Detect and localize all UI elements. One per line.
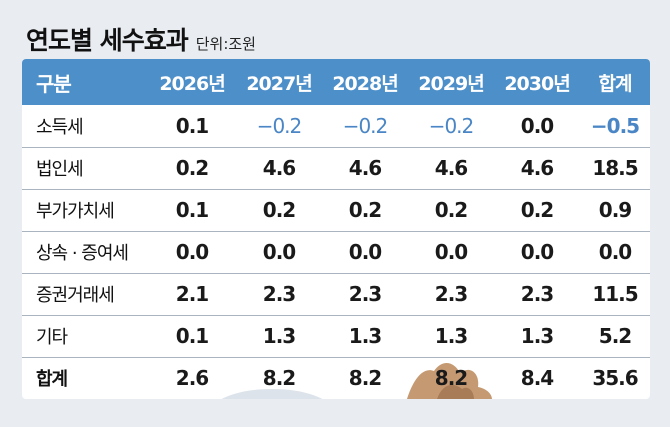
- cell-value: −0.2: [428, 113, 475, 138]
- page-title: 연도별 세수효과: [26, 26, 189, 55]
- cell-value: 0.0: [175, 240, 209, 264]
- table-row-income-tax: 소득세 0.1 −0.2 −0.2 −0.2 0.0 −0.5: [22, 105, 650, 147]
- row-label: 기타: [36, 327, 68, 348]
- cell-total: 0.9: [598, 198, 632, 222]
- cell-value: 1.3: [262, 324, 296, 348]
- table-row-vat: 부가가치세 0.1 0.2 0.2 0.2 0.2 0.9: [22, 189, 650, 231]
- cell-value: 0.0: [348, 240, 382, 264]
- title-bar: 연도별 세수효과 단위:조원: [26, 17, 256, 53]
- row-label: 증권거래세: [36, 285, 115, 306]
- row-label: 합계: [36, 369, 68, 391]
- cell-value: 2.3: [434, 282, 468, 306]
- cell-total: 11.5: [592, 282, 638, 306]
- unit-label: 단위:조원: [195, 35, 256, 53]
- cell-value: 1.3: [520, 324, 554, 348]
- header-2027: 2027년: [246, 72, 312, 95]
- cell-value: 0.2: [434, 198, 468, 222]
- cell-value: 0.2: [348, 198, 382, 222]
- row-label: 소득세: [36, 116, 84, 138]
- header-category: 구분: [36, 71, 72, 96]
- cell-value: 4.6: [262, 156, 296, 180]
- row-label: 부가가치세: [36, 201, 115, 222]
- table-row-other: 기타 0.1 1.3 1.3 1.3 1.3 5.2: [22, 315, 650, 357]
- cell-total: 35.6: [592, 366, 638, 391]
- decorative-illustration: [221, 362, 492, 399]
- cell-value: 0.1: [175, 324, 209, 348]
- cell-value: 0.2: [262, 198, 296, 222]
- header-2030: 2030년: [504, 72, 570, 95]
- cell-total: 5.2: [598, 324, 632, 348]
- cell-value: −0.2: [256, 113, 303, 138]
- cell-value: 0.0: [520, 240, 554, 264]
- cell-value: 8.4: [520, 366, 554, 391]
- cell-value: 1.3: [348, 324, 382, 348]
- cell-value: 0.0: [520, 113, 554, 138]
- cell-value: 0.1: [175, 198, 209, 222]
- cell-value: 8.2: [434, 366, 468, 391]
- cell-value: 2.3: [520, 282, 554, 306]
- header-2029: 2029년: [418, 72, 484, 95]
- cell-value: 4.6: [348, 156, 382, 180]
- row-label: 법인세: [36, 159, 84, 180]
- table-row-securities-tax: 증권거래세 2.1 2.3 2.3 2.3 2.3 11.5: [22, 273, 650, 315]
- cell-value: 2.3: [348, 282, 382, 306]
- cell-value: 0.0: [262, 240, 296, 264]
- cell-value: 2.1: [175, 282, 209, 306]
- cell-value: 8.2: [262, 366, 296, 391]
- cell-value: 4.6: [434, 156, 468, 180]
- table-header-row: 구분 2026년 2027년 2028년 2029년 2030년 합계: [22, 59, 650, 105]
- cell-value: 1.3: [434, 324, 468, 348]
- header-2028: 2028년: [332, 72, 398, 95]
- cell-total: −0.5: [590, 113, 640, 138]
- table-row-inheritance-gift-tax: 상속 · 증여세 0.0 0.0 0.0 0.0 0.0 0.0: [22, 231, 650, 273]
- cell-total: 0.0: [598, 240, 632, 264]
- cell-value: 8.2: [348, 366, 382, 391]
- table-row-corporate-tax: 법인세 0.2 4.6 4.6 4.6 4.6 18.5: [22, 147, 650, 189]
- cell-value: 0.0: [434, 240, 468, 264]
- header-total: 합계: [598, 72, 633, 95]
- row-label: 상속 · 증여세: [36, 243, 129, 264]
- cell-value: −0.2: [342, 113, 389, 138]
- cell-total: 18.5: [592, 156, 638, 180]
- cell-value: 0.2: [175, 156, 209, 180]
- table-row-total: 합계 2.6 8.2 8.2 8.2 8.4 35.6: [22, 357, 650, 399]
- table-card: 구분 2026년 2027년 2028년 2029년 2030년 합계 소득세 …: [22, 59, 650, 399]
- cell-value: 0.2: [520, 198, 554, 222]
- header-2026: 2026년: [159, 72, 225, 95]
- cell-value: 0.1: [175, 113, 209, 138]
- cell-value: 2.3: [262, 282, 296, 306]
- cell-value: 2.6: [175, 366, 209, 391]
- tax-effect-table: 구분 2026년 2027년 2028년 2029년 2030년 합계 소득세 …: [22, 59, 650, 399]
- cell-value: 4.6: [520, 156, 554, 180]
